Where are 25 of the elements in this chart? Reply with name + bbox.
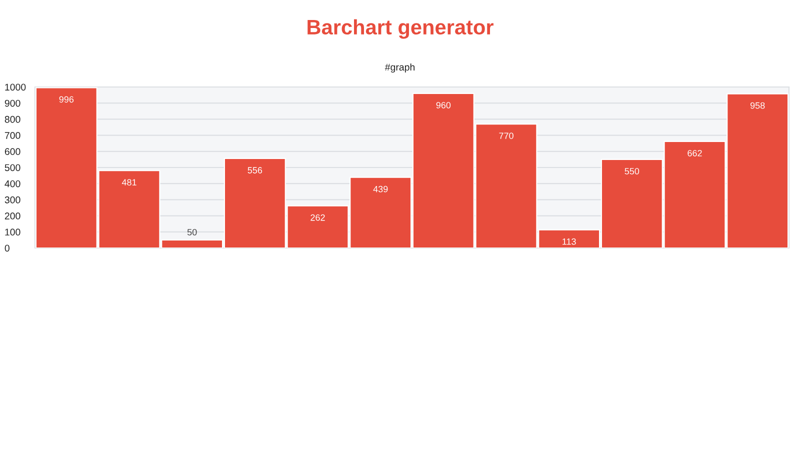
y-tick-label: 900 <box>4 100 20 107</box>
data-label: 662 <box>688 150 702 156</box>
data-label: 439 <box>373 186 388 192</box>
data-label: 262 <box>310 214 325 221</box>
data-label: 958 <box>750 102 765 109</box>
y-tick-label: 100 <box>5 228 20 236</box>
y-tick-label: 0 <box>4 244 10 252</box>
y-tick-label: 1000 <box>5 84 26 91</box>
y-tick-label: 600 <box>4 148 20 156</box>
y-tick-label: 400 <box>4 180 20 188</box>
data-label: 996 <box>59 96 74 103</box>
data-label: 50 <box>187 228 197 236</box>
data-label: 556 <box>248 167 262 174</box>
data-label: 960 <box>436 102 451 108</box>
y-tick-label: 800 <box>4 116 20 123</box>
chart-title: Barchart generator <box>308 19 494 39</box>
y-tick-label: 500 <box>4 164 20 172</box>
y-tick-label: 700 <box>4 132 20 139</box>
chart-subtitle: #graph <box>384 63 415 73</box>
y-tick-label: 200 <box>4 212 20 220</box>
data-label: 481 <box>122 179 136 186</box>
y-tick-label: 300 <box>4 196 20 204</box>
data-label: 550 <box>624 168 640 174</box>
data-label: 770 <box>499 132 514 139</box>
data-label: 113 <box>562 238 576 245</box>
